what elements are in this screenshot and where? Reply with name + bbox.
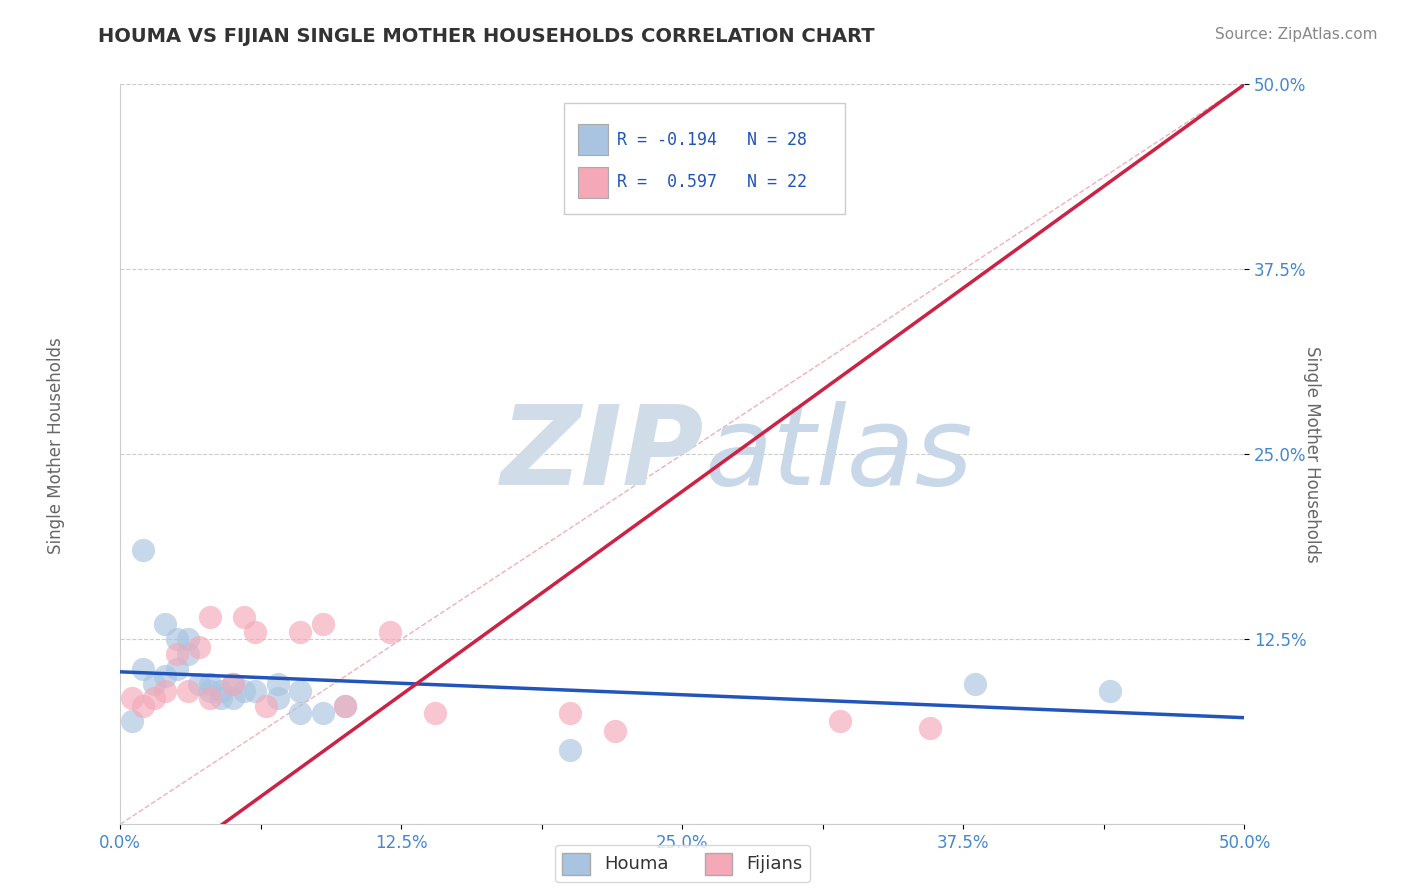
Legend: Houma, Fijians: Houma, Fijians	[555, 846, 810, 882]
Text: R =  0.597   N = 22: R = 0.597 N = 22	[617, 173, 807, 191]
Text: R = -0.194   N = 28: R = -0.194 N = 28	[617, 131, 807, 149]
Text: Source: ZipAtlas.com: Source: ZipAtlas.com	[1215, 27, 1378, 42]
Point	[200, 691, 222, 706]
Point	[288, 684, 311, 698]
Point	[200, 610, 222, 624]
Point	[233, 684, 256, 698]
Point	[333, 698, 356, 713]
Text: ZIP: ZIP	[502, 401, 704, 508]
Point	[256, 698, 278, 713]
Point	[288, 706, 311, 721]
Point	[132, 543, 155, 558]
Text: HOUMA VS FIJIAN SINGLE MOTHER HOUSEHOLDS CORRELATION CHART: HOUMA VS FIJIAN SINGLE MOTHER HOUSEHOLDS…	[98, 27, 875, 45]
Point	[200, 684, 222, 698]
Point	[211, 684, 233, 698]
Point	[166, 647, 188, 661]
Point	[222, 676, 245, 690]
Point	[828, 714, 851, 728]
Point	[177, 632, 200, 647]
Point	[121, 691, 143, 706]
FancyBboxPatch shape	[578, 167, 609, 198]
Point	[558, 743, 581, 757]
Point	[132, 662, 155, 676]
Point	[423, 706, 446, 721]
Point	[222, 691, 245, 706]
FancyBboxPatch shape	[578, 124, 609, 155]
Point	[132, 698, 155, 713]
Point	[121, 714, 143, 728]
Point	[603, 724, 626, 739]
Point	[166, 662, 188, 676]
Point	[143, 676, 166, 690]
Point	[177, 684, 200, 698]
Point	[333, 698, 356, 713]
Point	[177, 647, 200, 661]
Point	[155, 684, 177, 698]
Point	[200, 676, 222, 690]
Point	[311, 706, 333, 721]
Point	[963, 676, 986, 690]
Text: atlas: atlas	[704, 401, 973, 508]
Point	[143, 691, 166, 706]
Point	[266, 676, 288, 690]
Point	[558, 706, 581, 721]
Point	[222, 676, 245, 690]
Point	[311, 617, 333, 632]
Point	[288, 624, 311, 639]
Point	[1098, 684, 1121, 698]
Point	[378, 624, 401, 639]
Point	[245, 624, 267, 639]
Point	[155, 617, 177, 632]
Point	[266, 691, 288, 706]
Point	[918, 721, 941, 735]
Point	[188, 640, 211, 654]
Point	[155, 669, 177, 683]
Y-axis label: Single Mother Households: Single Mother Households	[1303, 346, 1320, 563]
Point	[166, 632, 188, 647]
Text: Single Mother Households: Single Mother Households	[48, 338, 65, 554]
Point	[211, 691, 233, 706]
FancyBboxPatch shape	[564, 103, 845, 214]
Point	[245, 684, 267, 698]
Point	[233, 610, 256, 624]
Point	[188, 676, 211, 690]
